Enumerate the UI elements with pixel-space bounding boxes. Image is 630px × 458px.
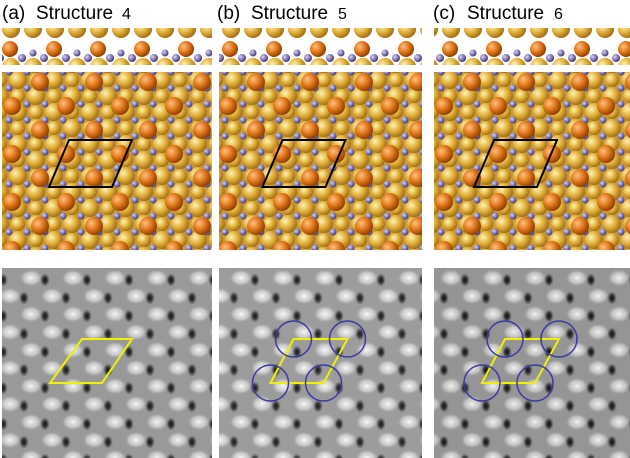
side-view-top-atoms [2, 28, 212, 65]
panel-title: Structure [36, 3, 113, 24]
panel-c: (c) Structure 6 [433, 3, 563, 24]
panel-label: (b) [217, 3, 240, 24]
highlight-circle [251, 364, 290, 402]
panel-title: Structure [467, 3, 544, 24]
panel-title: Structure [251, 3, 328, 24]
panel-a: (a) Structure 4 [2, 3, 131, 24]
stm-unit-cell [48, 338, 134, 384]
side-view-top-atoms [434, 28, 630, 65]
panel-number: 6 [554, 6, 563, 23]
panel-b: (b) Structure 5 [217, 3, 347, 24]
stm-image [2, 268, 212, 458]
unit-cell [47, 139, 134, 188]
figure-images [2, 28, 630, 458]
panel-number: 4 [122, 6, 131, 23]
highlight-circle [463, 364, 501, 402]
highlight-circle [304, 364, 343, 402]
panel-number: 5 [338, 6, 347, 23]
highlight-circle [328, 320, 367, 358]
stm-image [219, 268, 422, 458]
unit-cell [472, 139, 559, 188]
top-view-top-atoms [219, 72, 422, 250]
top-view-top-atoms [434, 72, 630, 250]
panel-label: (c) [433, 3, 455, 24]
highlight-circle [486, 320, 524, 358]
highlight-circle [540, 320, 578, 358]
unit-cell [260, 139, 348, 188]
top-view-top-atoms [2, 72, 212, 250]
stm-image [434, 268, 630, 458]
panel-label: (a) [2, 3, 25, 24]
highlight-circle [516, 364, 554, 402]
highlight-circle [274, 320, 313, 358]
side-view-top-atoms [219, 28, 422, 65]
